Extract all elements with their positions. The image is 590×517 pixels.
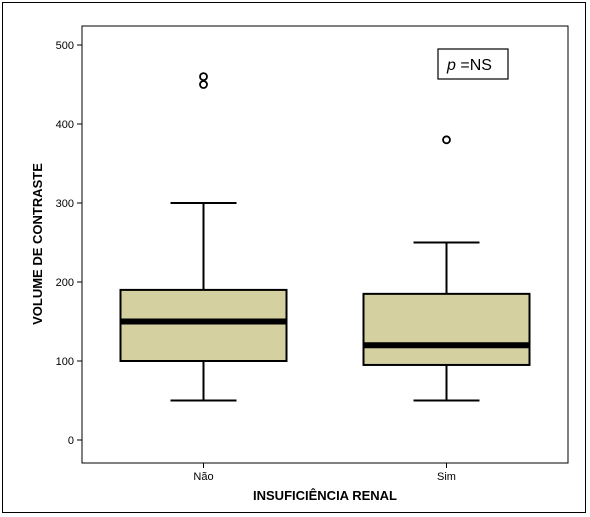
y-tick-label: 300	[56, 198, 74, 210]
plot-area	[81, 25, 569, 464]
p-value-annotation: p =NS	[437, 48, 509, 80]
y-axis-title: VOLUME DE CONTRASTE	[30, 163, 45, 325]
annotation-box	[437, 48, 509, 80]
y-tick-label: 200	[56, 277, 74, 289]
figure-frame	[2, 2, 586, 513]
y-tick-label: 500	[56, 40, 74, 52]
iqr-box	[362, 292, 531, 366]
outlier-point	[442, 135, 451, 145]
box-group	[119, 72, 288, 402]
annotation-italic: p	[446, 57, 456, 74]
annotation-text: p =NS	[446, 57, 492, 74]
boxes-layer	[119, 72, 531, 402]
iqr-box	[119, 288, 288, 362]
outlier-point	[199, 80, 208, 89]
x-axis-title: INSUFICIÊNCIA RENAL	[253, 488, 397, 503]
y-tick-label: 400	[56, 119, 74, 131]
outlier-point	[199, 72, 208, 81]
x-axis: Não Sim	[193, 463, 456, 483]
annotation-rest: =NS	[456, 57, 492, 74]
x-tick-label: Não	[193, 471, 213, 483]
x-tick-label: Sim	[437, 471, 456, 483]
y-tick-label: 0	[68, 435, 74, 447]
y-tick-label: 100	[56, 356, 74, 368]
y-axis: 0 100 200 300 400 500	[56, 40, 82, 447]
box-group	[362, 135, 531, 402]
